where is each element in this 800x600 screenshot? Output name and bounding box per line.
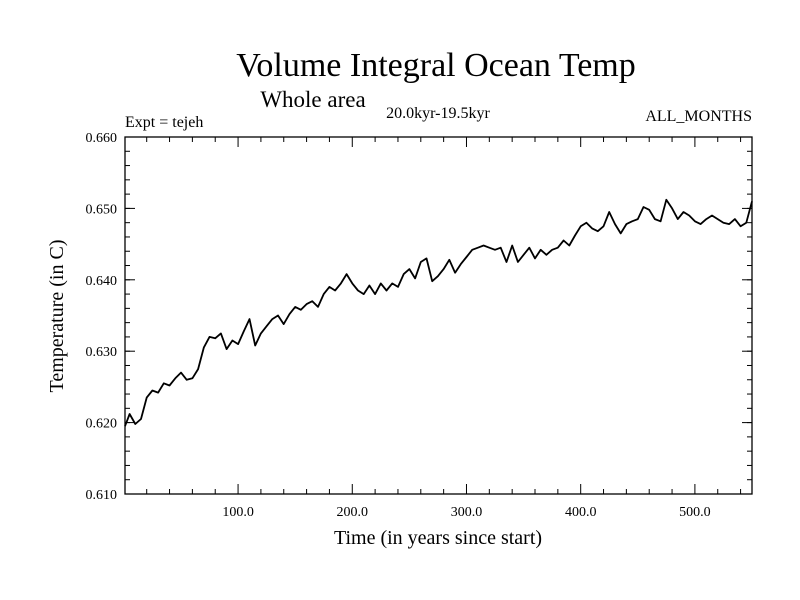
x-tick-label: 200.0 (337, 505, 369, 520)
y-tick-label: 0.620 (86, 417, 118, 432)
x-tick-labels: 100.0 200.0 300.0 400.0 500.0 (222, 505, 710, 520)
x-ticks (146, 137, 742, 494)
temperature-series-line (124, 198, 753, 427)
x-tick-label: 100.0 (222, 505, 254, 520)
chart-subtitle: Whole area (260, 87, 365, 112)
chart-title: Volume Integral Ocean Temp (236, 47, 636, 84)
x-tick-label: 500.0 (679, 505, 711, 520)
months-annotation: ALL_MONTHS (645, 108, 752, 125)
x-axis-label: Time (in years since start) (334, 527, 542, 549)
x-tick-label: 400.0 (565, 505, 597, 520)
y-tick-label: 0.610 (86, 488, 118, 503)
y-tick-labels: 0.610 0.620 0.630 0.640 0.650 0.660 (86, 131, 118, 503)
y-tick-label: 0.630 (86, 345, 118, 360)
y-tick-label: 0.640 (86, 274, 118, 289)
plot-frame (124, 136, 753, 495)
y-ticks (125, 136, 752, 495)
y-tick-label: 0.660 (86, 131, 118, 146)
y-tick-label: 0.650 (86, 202, 118, 217)
x-tick-label: 300.0 (451, 505, 483, 520)
expt-annotation: Expt = tejeh (125, 114, 203, 131)
y-axis-label: Temperature (in C) (46, 240, 68, 393)
period-label: 20.0kyr-19.5kyr (386, 105, 490, 122)
